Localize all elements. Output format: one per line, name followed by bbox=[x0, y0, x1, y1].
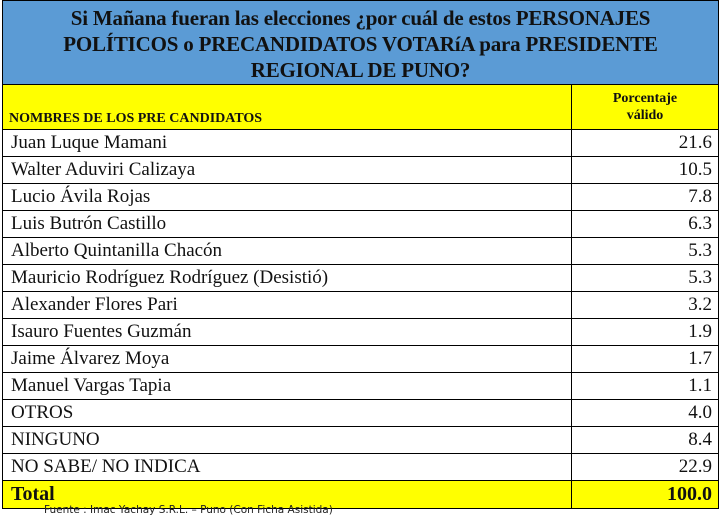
table-title: Si Mañana fueran las elecciones ¿por cuá… bbox=[2, 0, 719, 85]
candidate-name: Walter Aduviri Calizaya bbox=[2, 156, 572, 184]
survey-table-container: Si Mañana fueran las elecciones ¿por cuá… bbox=[2, 0, 719, 509]
table-row: Isauro Fuentes Guzmán 1.9 bbox=[2, 318, 719, 346]
candidate-value: 1.7 bbox=[571, 345, 719, 373]
total-row: Total 100.0 bbox=[2, 480, 719, 509]
candidate-value: 21.6 bbox=[571, 129, 719, 157]
table-row: Lucio Ávila Rojas 7.8 bbox=[2, 183, 719, 211]
source-note: Fuente : Imac Yachay S.R.L. – Puno (Con … bbox=[44, 504, 333, 516]
candidate-value: 1.9 bbox=[571, 318, 719, 346]
candidate-value: 6.3 bbox=[571, 210, 719, 238]
table-row: Walter Aduviri Calizaya 10.5 bbox=[2, 156, 719, 184]
candidate-name: OTROS bbox=[2, 399, 572, 427]
header-names: NOMBRES DE LOS PRE CANDIDATOS bbox=[2, 84, 572, 130]
candidate-value: 7.8 bbox=[571, 183, 719, 211]
table-row: Luis Butrón Castillo 6.3 bbox=[2, 210, 719, 238]
table-row: NINGUNO 8.4 bbox=[2, 426, 719, 454]
candidate-name: NO SABE/ NO INDICA bbox=[2, 453, 572, 481]
candidate-name: Mauricio Rodríguez Rodríguez (Desistió) bbox=[2, 264, 572, 292]
candidate-value: 5.3 bbox=[571, 237, 719, 265]
candidate-value: 4.0 bbox=[571, 399, 719, 427]
candidate-name: Luis Butrón Castillo bbox=[2, 210, 572, 238]
table-row: Manuel Vargas Tapia 1.1 bbox=[2, 372, 719, 400]
header-percentage: Porcentaje válido bbox=[571, 84, 719, 130]
candidate-value: 1.1 bbox=[571, 372, 719, 400]
table-row: NO SABE/ NO INDICA 22.9 bbox=[2, 453, 719, 481]
table-row: OTROS 4.0 bbox=[2, 399, 719, 427]
candidate-value: 8.4 bbox=[571, 426, 719, 454]
table-row: Juan Luque Mamani 21.6 bbox=[2, 129, 719, 157]
survey-table: Si Mañana fueran las elecciones ¿por cuá… bbox=[2, 0, 719, 509]
candidate-value: 10.5 bbox=[571, 156, 719, 184]
total-label: Total bbox=[2, 480, 572, 509]
header-pct-line1: Porcentaje bbox=[612, 91, 678, 106]
header-row: NOMBRES DE LOS PRE CANDIDATOS Porcentaje… bbox=[2, 84, 719, 130]
candidate-name: Jaime Álvarez Moya bbox=[2, 345, 572, 373]
table-row: Jaime Álvarez Moya 1.7 bbox=[2, 345, 719, 373]
table-row: Mauricio Rodríguez Rodríguez (Desistió) 5… bbox=[2, 264, 719, 292]
candidate-name: Lucio Ávila Rojas bbox=[2, 183, 572, 211]
total-value: 100.0 bbox=[571, 480, 719, 509]
candidate-name: Alexander Flores Pari bbox=[2, 291, 572, 319]
candidate-name: NINGUNO bbox=[2, 426, 572, 454]
candidate-value: 5.3 bbox=[571, 264, 719, 292]
table-row: Alexander Flores Pari 3.2 bbox=[2, 291, 719, 319]
header-pct-line2: válido bbox=[626, 108, 664, 123]
candidate-value: 22.9 bbox=[571, 453, 719, 481]
candidate-name: Manuel Vargas Tapia bbox=[2, 372, 572, 400]
candidate-name: Juan Luque Mamani bbox=[2, 129, 572, 157]
candidate-name: Alberto Quintanilla Chacón bbox=[2, 237, 572, 265]
candidate-value: 3.2 bbox=[571, 291, 719, 319]
table-row: Alberto Quintanilla Chacón 5.3 bbox=[2, 237, 719, 265]
candidate-name: Isauro Fuentes Guzmán bbox=[2, 318, 572, 346]
